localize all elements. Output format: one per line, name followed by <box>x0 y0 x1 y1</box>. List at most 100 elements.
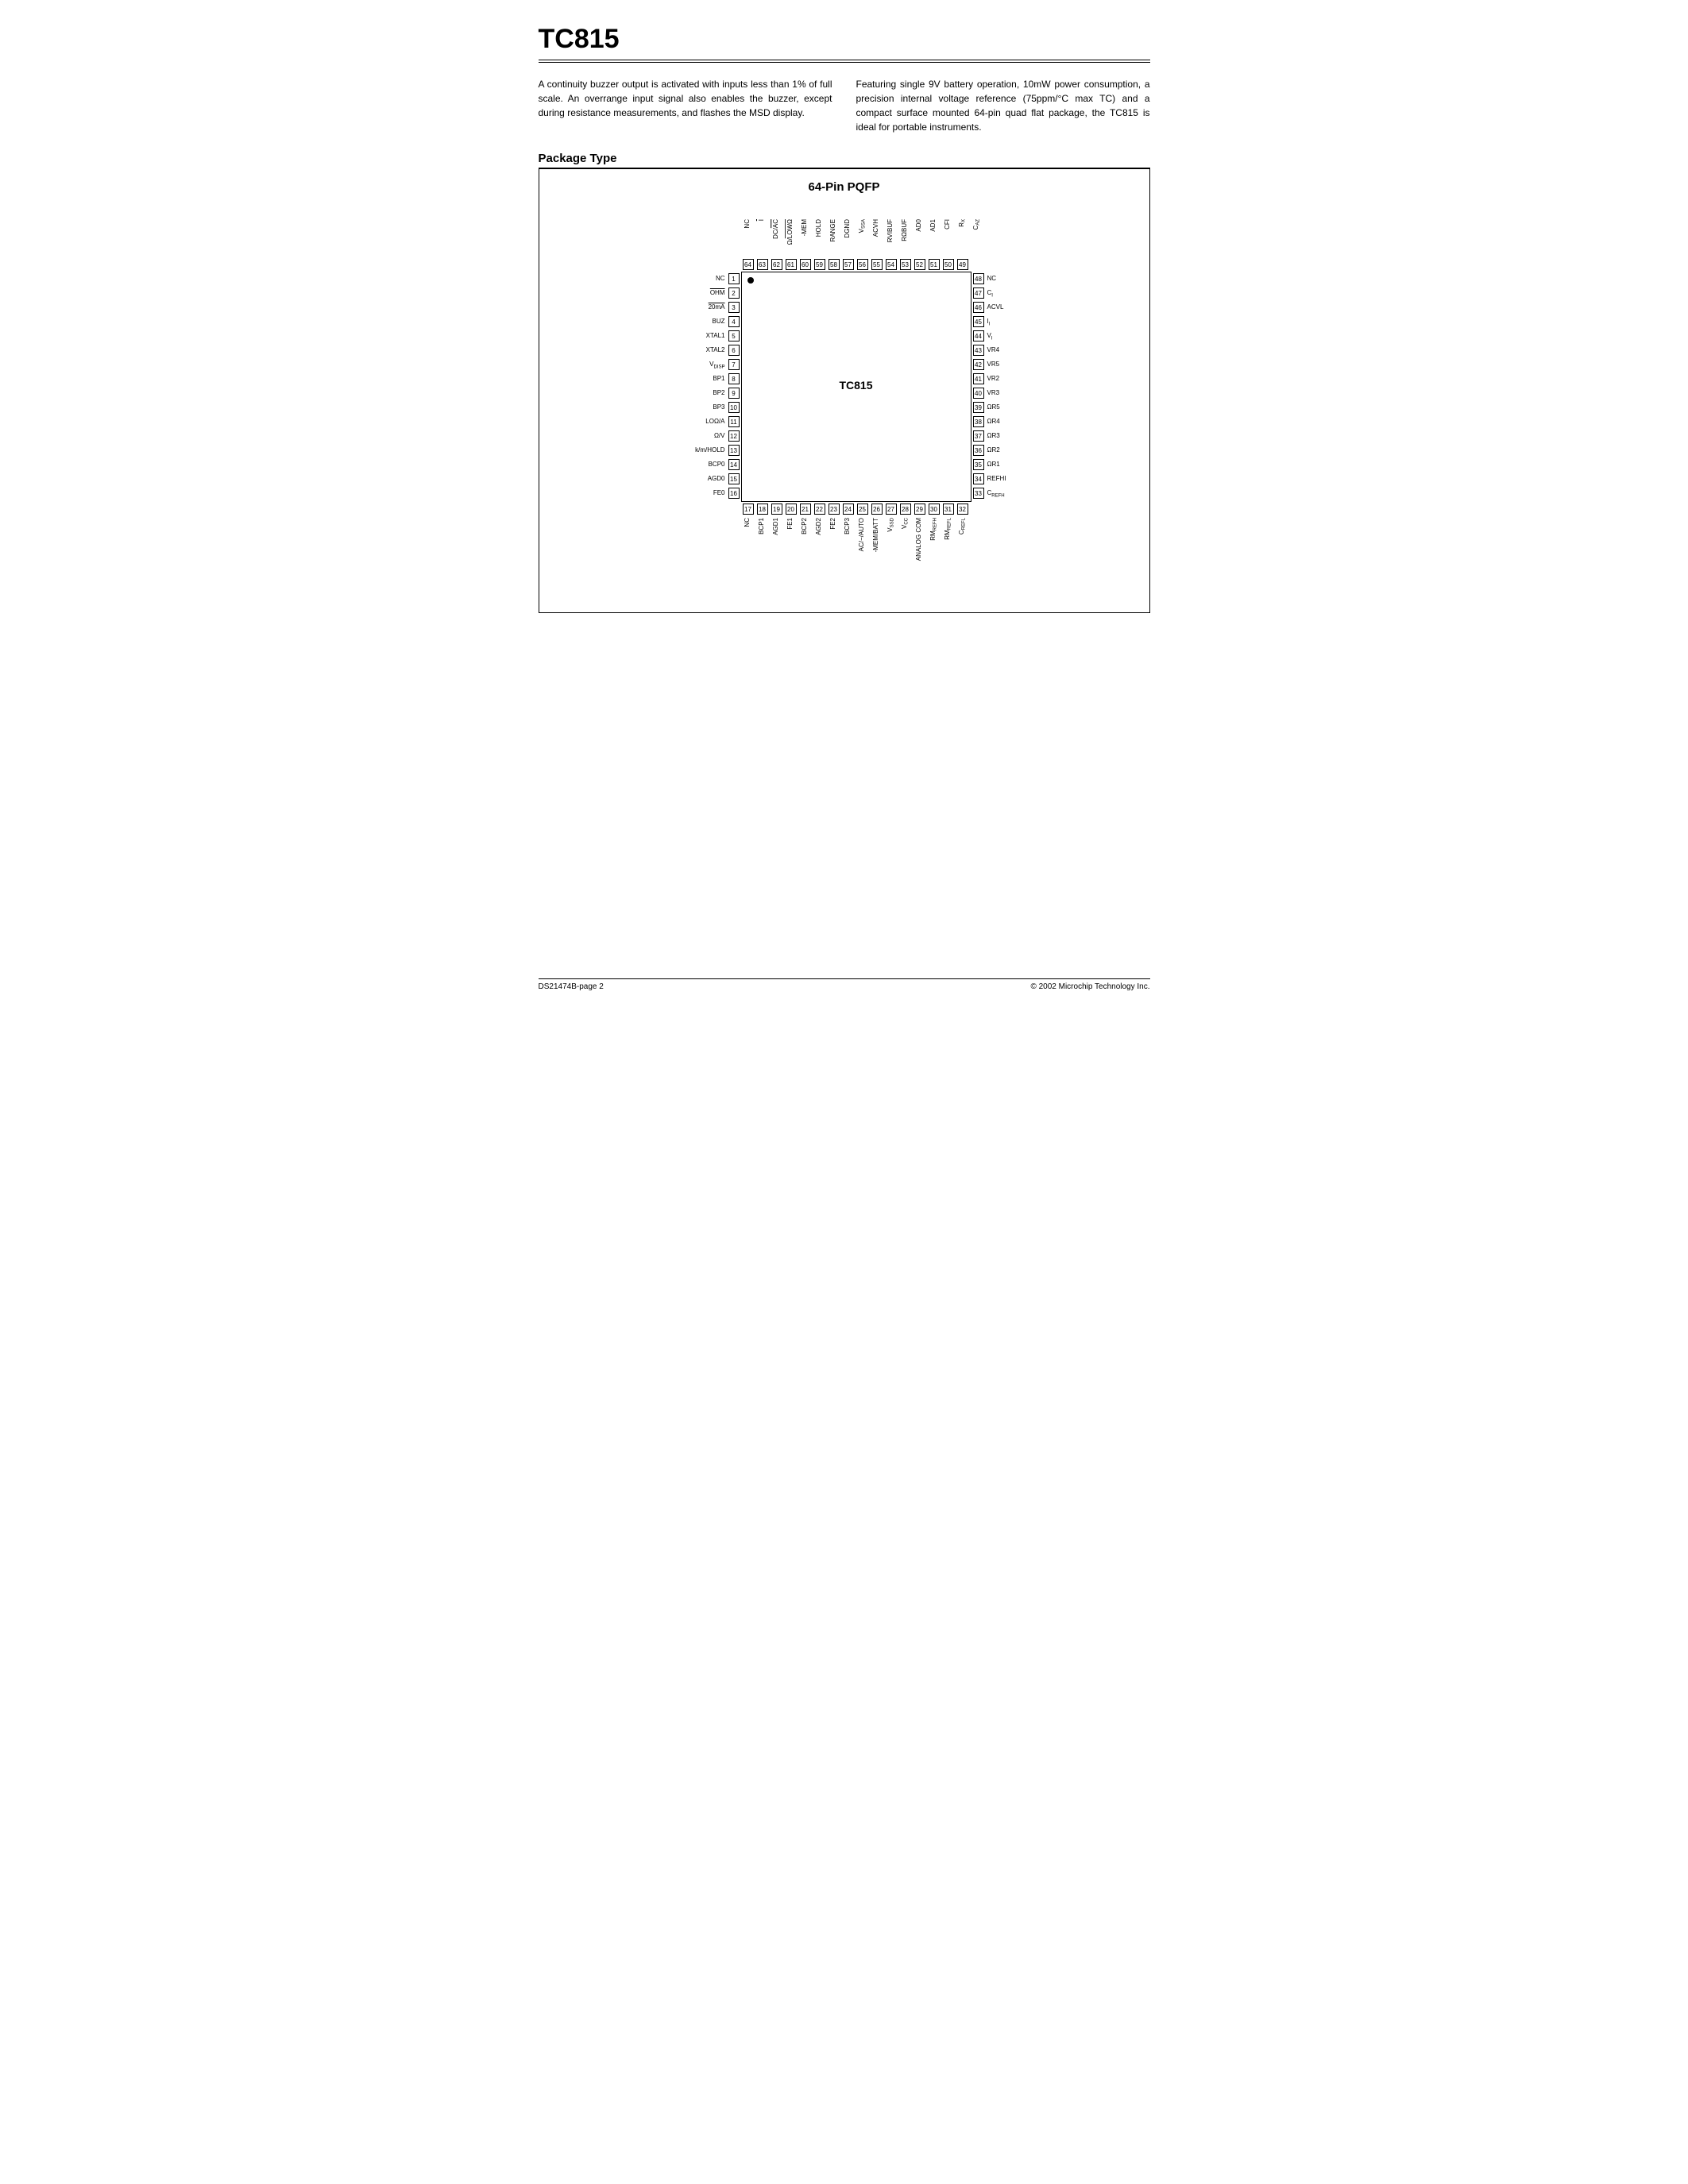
pin-box: 28 <box>900 504 911 515</box>
pin-box: 3 <box>728 302 740 313</box>
pin-box: 7 <box>728 359 740 370</box>
pin-label: NC <box>681 275 725 282</box>
pin-box: 25 <box>857 504 868 515</box>
pin-box: 16 <box>728 488 740 499</box>
pin-label: VR3 <box>987 389 1035 396</box>
pin-label: AGD2 <box>815 518 822 535</box>
pin-label: Ω/V <box>681 432 725 439</box>
pin-label: RMREFL <box>944 518 952 540</box>
pin-box: 15 <box>728 473 740 484</box>
pin-box: 27 <box>886 504 897 515</box>
pin-box: 10 <box>728 402 740 413</box>
pin-box: 17 <box>743 504 754 515</box>
pin-label: AD1 <box>929 219 937 232</box>
pin-box: 38 <box>973 416 984 427</box>
package-title: 64-Pin PQFP <box>547 180 1141 194</box>
pin-label: ΩR1 <box>987 461 1035 468</box>
pin-box: 53 <box>900 259 911 270</box>
pin-box: 51 <box>929 259 940 270</box>
pin-label: XTAL2 <box>681 346 725 353</box>
pin-box: 4 <box>728 316 740 327</box>
pin-label: CREFL <box>958 518 967 534</box>
pin-label: VCC <box>901 518 910 529</box>
pin-box: 45 <box>973 316 984 327</box>
pin-box: 29 <box>914 504 925 515</box>
pin-box: 24 <box>843 504 854 515</box>
pin-label: BP1 <box>681 375 725 382</box>
pin-box: 62 <box>771 259 782 270</box>
pin-box: 42 <box>973 359 984 370</box>
pin-label: AGD1 <box>772 518 779 535</box>
pin-box: 46 <box>973 302 984 313</box>
pin-label: BCP3 <box>844 518 851 534</box>
pin-box: 8 <box>728 373 740 384</box>
pin-box: 52 <box>914 259 925 270</box>
pin-label: DGND <box>844 219 851 238</box>
pin-label: XTAL1 <box>681 332 725 339</box>
package-frame: 64-Pin PQFP TC815 1NC2OHM320mA4BUZ5XTAL1… <box>539 168 1150 613</box>
pin-label: AC/−/AUTO <box>858 518 865 551</box>
pin-label: VSSD <box>886 518 895 532</box>
pin-box: 36 <box>973 445 984 456</box>
pin-box: 12 <box>728 430 740 442</box>
page-title: TC815 <box>539 24 1150 55</box>
pin-box: 49 <box>957 259 968 270</box>
pin-label: BCP2 <box>801 518 808 534</box>
pin-box: 21 <box>800 504 811 515</box>
pin-label: CAZ <box>972 219 981 230</box>
pin-label: NC <box>987 275 1035 282</box>
pin-label: ΩR5 <box>987 403 1035 411</box>
pin-label: CREFH <box>987 489 1035 499</box>
pin-box: 39 <box>973 402 984 413</box>
pin-label: BUZ <box>681 318 725 325</box>
pin-label: AD0 <box>915 219 922 232</box>
pin-box: 55 <box>871 259 883 270</box>
pin-box: 30 <box>929 504 940 515</box>
pin-label: 20mA <box>681 303 725 311</box>
pin1-dot <box>747 277 754 284</box>
pin-label: VSSA <box>858 219 867 233</box>
pin-box: 19 <box>771 504 782 515</box>
pin-box: 40 <box>973 388 984 399</box>
pin-label: NC <box>744 219 751 229</box>
pin-label: ΩR3 <box>987 432 1035 439</box>
pin-label: BP3 <box>681 403 725 411</box>
pin-label: FE1 <box>786 518 794 530</box>
pin-label: ΩR4 <box>987 418 1035 425</box>
pin-label: CFI <box>944 219 951 230</box>
pin-label: VR4 <box>987 346 1035 353</box>
pin-label: VI <box>987 332 1035 341</box>
pin-label: -MEM/BATT <box>872 518 879 552</box>
pin-box: 22 <box>814 504 825 515</box>
intro-left: A continuity buzzer output is activated … <box>539 77 832 134</box>
pin-label: ANALOG COM <box>915 518 922 561</box>
pin-label: OHM <box>681 289 725 296</box>
pin-label: VDISP <box>681 361 725 370</box>
pin-label: LOΩ/A <box>681 418 725 425</box>
pin-label: -MEM <box>801 219 808 236</box>
pin-label: I <box>758 219 765 221</box>
pin-box: 18 <box>757 504 768 515</box>
chip-area: TC815 1NC2OHM320mA4BUZ5XTAL16XTAL27VDISP… <box>638 200 1051 597</box>
pin-label: VR2 <box>987 375 1035 382</box>
intro-right: Featuring single 9V battery operation, 1… <box>856 77 1150 134</box>
pin-box: 34 <box>973 473 984 484</box>
pin-box: 59 <box>814 259 825 270</box>
pin-label: BP2 <box>681 389 725 396</box>
pin-label: BCP0 <box>681 461 725 468</box>
pin-label: II <box>987 318 1035 327</box>
pin-box: 14 <box>728 459 740 470</box>
pin-label: CI <box>987 289 1035 299</box>
pin-box: 56 <box>857 259 868 270</box>
pin-label: DC/AC <box>772 219 779 239</box>
pin-box: 64 <box>743 259 754 270</box>
pin-label: BCP1 <box>758 518 765 534</box>
pin-label: FE0 <box>681 489 725 496</box>
pin-box: 41 <box>973 373 984 384</box>
pin-box: 26 <box>871 504 883 515</box>
pin-box: 58 <box>829 259 840 270</box>
pin-box: 60 <box>800 259 811 270</box>
pin-box: 2 <box>728 287 740 299</box>
pin-box: 31 <box>943 504 954 515</box>
page-footer: DS21474B-page 2 © 2002 Microchip Technol… <box>539 978 1150 991</box>
